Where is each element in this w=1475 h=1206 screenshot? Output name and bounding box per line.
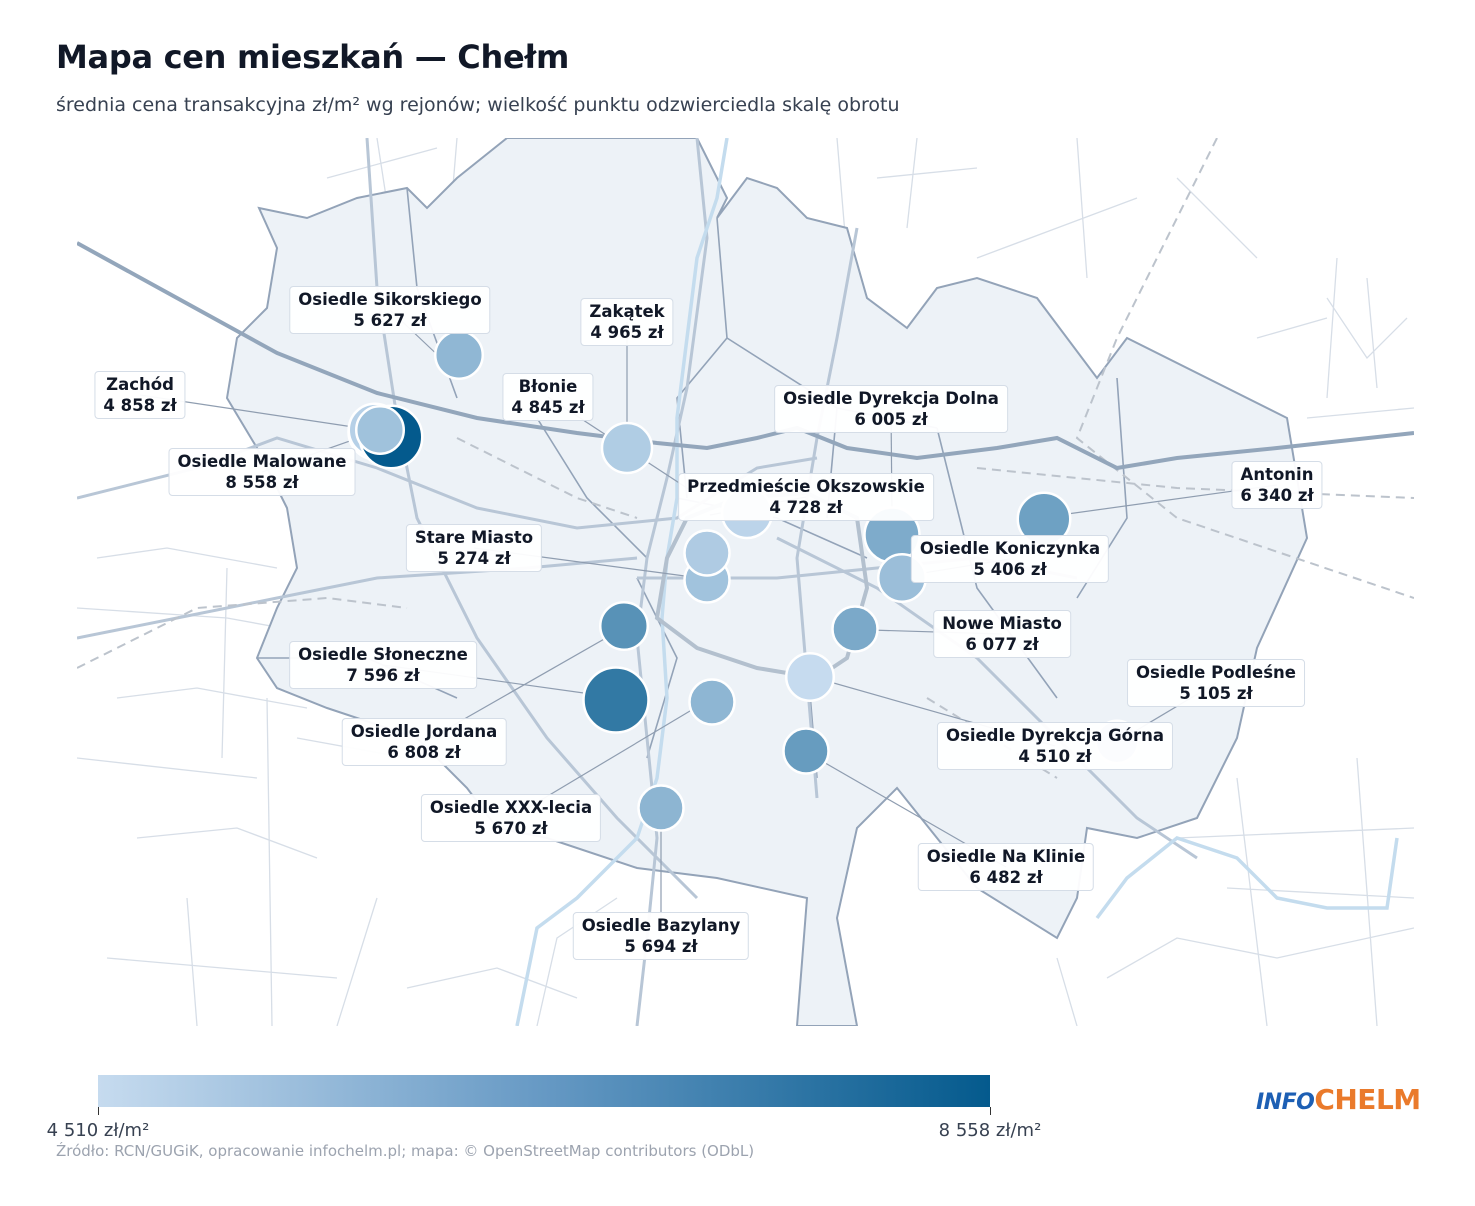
district-price: 6 340 zł — [1240, 486, 1314, 505]
district-name: Zakątek — [589, 302, 665, 321]
district-name: Osiedle Malowane — [177, 452, 347, 471]
page-title: Mapa cen mieszkań — Chełm — [56, 38, 569, 76]
district-name: Osiedle Na Klinie — [926, 847, 1086, 866]
price-marker[interactable] — [599, 601, 649, 651]
district-price: 5 627 zł — [353, 311, 427, 330]
legend-max-label: 8 558 zł/m² — [938, 1120, 1042, 1141]
district-price: 6 005 zł — [854, 410, 928, 429]
legend-min-label: 4 510 zł/m² — [46, 1120, 150, 1141]
price-marker[interactable] — [785, 652, 835, 702]
district-name: Przedmieście Okszowskie — [687, 477, 925, 496]
district-name: Osiedle Dyrekcja Dolna — [783, 389, 999, 408]
district-price: 8 558 zł — [225, 473, 299, 492]
district-label: Przedmieście Okszowskie 4 728 zł — [678, 473, 934, 521]
logo-part-chelm: CHELM — [1314, 1083, 1421, 1116]
district-price: 5 694 zł — [624, 937, 698, 956]
district-name: Nowe Miasto — [942, 614, 1062, 633]
district-name: Zachód — [106, 375, 174, 394]
district-label: Osiedle Dyrekcja Górna 4 510 zł — [936, 722, 1174, 770]
district-price: 5 406 zł — [973, 560, 1047, 579]
logo-part-info: INFO — [1256, 1090, 1315, 1115]
legend-tick-max — [990, 1107, 991, 1115]
price-marker[interactable] — [355, 405, 405, 455]
price-marker[interactable] — [683, 529, 731, 577]
city-map[interactable] — [77, 138, 1414, 1026]
price-marker[interactable] — [637, 784, 685, 832]
district-price: 4 965 zł — [590, 323, 664, 342]
district-price: 6 808 zł — [387, 743, 461, 762]
district-name: Osiedle Podleśne — [1136, 663, 1296, 682]
color-legend-bar — [98, 1075, 990, 1107]
highways — [77, 241, 1414, 471]
district-price: 6 077 zł — [965, 635, 1039, 654]
district-price: 4 845 zł — [511, 398, 585, 417]
district-name: Osiedle Sikorskiego — [298, 290, 482, 309]
district-name: Osiedle XXX-lecia — [429, 798, 593, 817]
district-label: Błonie 4 845 zł — [502, 373, 594, 421]
district-price: 4 858 zł — [103, 396, 177, 415]
district-price: 5 670 zł — [474, 819, 548, 838]
price-marker[interactable] — [434, 330, 484, 380]
district-label: Osiedle Malowane 8 558 zł — [168, 448, 356, 496]
district-label: Zakątek 4 965 zł — [580, 298, 674, 346]
district-label: Osiedle Sikorskiego 5 627 zł — [289, 286, 491, 334]
main-roads — [77, 138, 1198, 1026]
district-name: Osiedle Słoneczne — [298, 645, 468, 664]
district-price: 5 105 zł — [1179, 684, 1253, 703]
page-subtitle: średnia cena transakcyjna zł/m² wg rejon… — [56, 94, 900, 116]
district-price: 7 596 zł — [346, 666, 420, 685]
price-marker[interactable] — [688, 678, 736, 726]
district-name: Osiedle Jordana — [350, 722, 498, 741]
district-label: Osiedle Na Klinie 6 482 zł — [917, 843, 1095, 891]
district-name: Osiedle Koniczynka — [919, 539, 1101, 558]
district-label: Osiedle Bazylany 5 694 zł — [572, 912, 750, 960]
city-districts — [225, 138, 1309, 1026]
district-label: Stare Miasto 5 274 zł — [405, 524, 543, 572]
district-label: Zachód 4 858 zł — [94, 371, 186, 419]
railway-lines — [77, 138, 1414, 779]
district-name: Osiedle Dyrekcja Górna — [945, 726, 1165, 745]
infochelm-logo: INFOCHELM — [1256, 1083, 1421, 1116]
district-name: Stare Miasto — [414, 528, 534, 547]
price-marker[interactable] — [831, 605, 879, 653]
district-label: Antonin 6 340 zł — [1231, 461, 1323, 509]
district-label: Osiedle Dyrekcja Dolna 6 005 zł — [774, 385, 1008, 433]
district-label: Osiedle Koniczynka 5 406 zł — [910, 535, 1110, 583]
district-label: Nowe Miasto 6 077 zł — [933, 610, 1071, 658]
legend-tick-min — [98, 1107, 99, 1115]
district-price: 4 510 zł — [1018, 747, 1092, 766]
district-label: Osiedle Podleśne 5 105 zł — [1127, 659, 1305, 707]
price-marker[interactable] — [782, 727, 830, 775]
district-label: Osiedle Jordana 6 808 zł — [341, 718, 507, 766]
price-marker[interactable] — [600, 421, 654, 475]
district-price: 6 482 zł — [969, 868, 1043, 887]
district-name: Antonin — [1240, 465, 1314, 484]
source-credit: Źródło: RCN/GUGiK, opracowanie infochelm… — [56, 1142, 755, 1160]
district-price: 5 274 zł — [437, 549, 511, 568]
district-price: 4 728 zł — [769, 498, 843, 517]
district-label: Osiedle Słoneczne 7 596 zł — [289, 641, 477, 689]
price-marker[interactable] — [582, 666, 650, 734]
district-name: Błonie — [518, 377, 578, 396]
rivers — [515, 138, 1399, 1026]
district-name: Osiedle Bazylany — [581, 916, 741, 935]
district-label: Osiedle XXX-lecia 5 670 zł — [420, 794, 602, 842]
